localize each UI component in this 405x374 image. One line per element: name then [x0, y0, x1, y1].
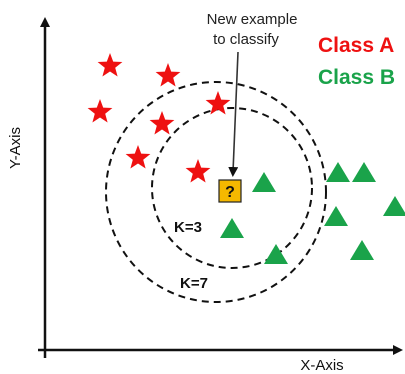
star-icon — [149, 111, 175, 135]
k7-circle — [105, 81, 327, 303]
annotation-arrow — [228, 51, 239, 177]
triangle-icon — [220, 218, 244, 238]
new-example-caption-line2: to classify — [213, 31, 279, 48]
y-axis-label: Y-Axis — [7, 127, 24, 169]
k3-label: K=3 — [174, 219, 202, 236]
triangle-icon — [326, 162, 350, 182]
question-square-icon — [218, 179, 242, 203]
star-icon — [205, 91, 231, 115]
triangle-icon — [383, 196, 405, 216]
triangle-icon — [252, 172, 276, 192]
star-icon — [155, 63, 181, 87]
star-icon — [97, 53, 123, 77]
class-b-points — [220, 162, 405, 264]
k3-circle — [151, 107, 313, 269]
class-a-label: Class A — [318, 34, 394, 57]
new-example-caption-line1: New example — [207, 11, 298, 28]
triangle-icon — [324, 206, 348, 226]
class-b-label: Class B — [318, 66, 395, 89]
star-icon — [125, 145, 151, 169]
star-icon — [185, 159, 211, 183]
class-a-points — [87, 53, 231, 183]
axes: Y-Axis X-Axis — [7, 17, 403, 374]
triangle-icon — [350, 240, 374, 260]
x-axis-label: X-Axis — [300, 357, 343, 374]
query-point: ? — [218, 179, 242, 203]
triangle-icon — [352, 162, 376, 182]
triangle-icon — [264, 244, 288, 264]
star-icon — [87, 99, 113, 123]
query-symbol: ? — [225, 184, 235, 201]
k7-label: K=7 — [180, 275, 208, 292]
